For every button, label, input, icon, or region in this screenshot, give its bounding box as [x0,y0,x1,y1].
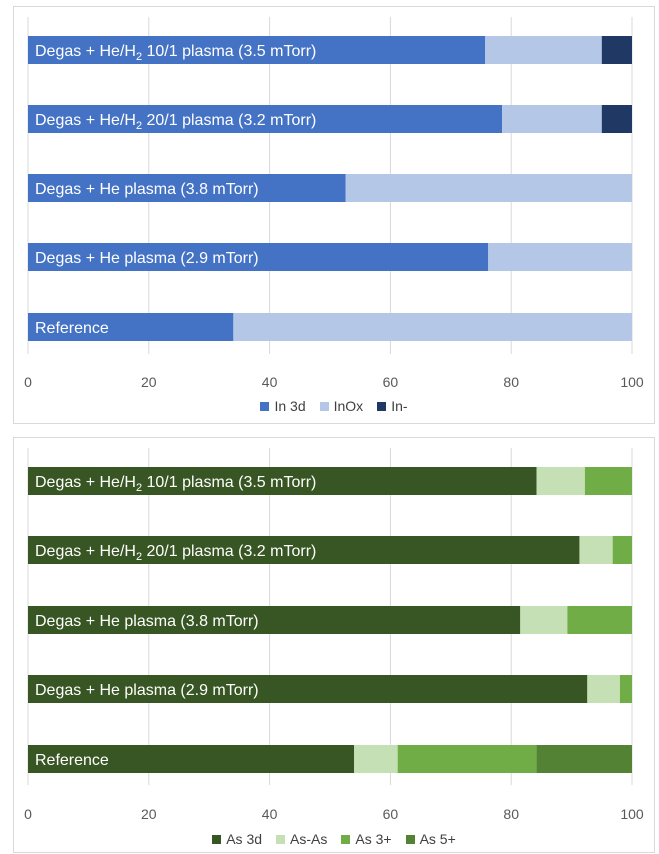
category-label-text: Reference [35,752,109,769]
category-label-subscript: 2 [136,51,142,63]
bar-segment [488,243,632,271]
x-tick-label: 100 [620,374,644,390]
bar-segment [28,606,521,634]
bar-segment [619,675,632,703]
x-tick-label: 0 [24,374,32,390]
legend-label: As-As [290,831,328,847]
legend-item: In- [377,398,408,414]
x-tick-label: 20 [141,806,157,822]
bar-segment [485,36,602,64]
category-label-text: Degas + He plasma (2.9 mTorr) [35,250,259,267]
category-label: Degas + He plasma (2.9 mTorr) [35,250,259,267]
x-tick-label: 0 [24,806,32,822]
category-label: Degas + He plasma (3.8 mTorr) [35,613,259,630]
category-label-text: 10/1 plasma (3.5 mTorr) [142,474,316,491]
as-3d-chart-panel: 0 20 40 60 80 100 Degas + He/H2 10/1 plasma (3… [13,437,655,853]
category-label-text: 10/1 plasma (3.5 mTorr) [142,43,316,60]
bar-segment [28,675,588,703]
x-tick-label: 60 [383,806,399,822]
category-label-text: Degas + He/H [35,474,136,491]
in-3d-chart-panel: 0 20 40 60 80 100 Degas + He/H2 10/1 plasma (3… [13,6,655,424]
x-tick-label: 20 [141,374,157,390]
legend-swatch [276,834,286,844]
category-label: Degas + He/H2 20/1 plasma (3.2 mTorr) [35,543,316,563]
legend-label: InOx [333,398,364,414]
legend-label: As 5+ [419,831,456,847]
bar-segment [28,243,489,271]
legend-item: As 3d [212,831,262,847]
legend-swatch [341,834,351,844]
in-3d-legend: In 3d InOx In- [14,398,654,414]
bar-segment [28,745,355,773]
bar-segment [345,174,632,202]
bar-segment [584,467,632,495]
category-label-text: Degas + He/H [35,112,136,129]
bar-segment [601,105,632,133]
bar-segment [28,105,503,133]
bar-segment [28,313,234,341]
legend-item: As 3+ [341,831,392,847]
category-label-text: Degas + He plasma (2.9 mTorr) [35,682,259,699]
legend-swatch [377,401,387,411]
bar-segment [567,606,632,634]
legend-label: In 3d [274,398,306,414]
x-tick-label: 60 [383,374,399,390]
category-label: Degas + He plasma (2.9 mTorr) [35,682,259,699]
bar-segment [536,467,585,495]
bar-segment [587,675,620,703]
bar-segment [536,745,632,773]
category-label-text: Degas + He plasma (3.8 mTorr) [35,181,259,198]
bar-segment [28,174,346,202]
bar-segment [601,36,632,64]
category-label-subscript: 2 [136,482,142,494]
legend-item: As 5+ [405,831,456,847]
x-tick-label: 80 [503,806,519,822]
legend-swatch [319,401,329,411]
category-label-text: Degas + He/H [35,43,136,60]
bar-segment [579,536,613,564]
bar-segment [520,606,568,634]
bar-segment [28,536,580,564]
bar-segment [233,313,633,341]
x-tick-label: 40 [262,806,278,822]
category-label-text: Degas + He plasma (3.8 mTorr) [35,613,259,630]
legend-swatch [212,834,222,844]
category-label-text: 20/1 plasma (3.2 mTorr) [142,543,316,560]
legend-label: As 3d [226,831,263,847]
category-label-text: Reference [35,320,109,337]
legend-item: In 3d [260,398,306,414]
category-label-subscript: 2 [136,551,142,563]
category-label: Reference [35,752,109,769]
category-label-text: 20/1 plasma (3.2 mTorr) [142,112,316,129]
bar-segment [397,745,537,773]
category-label: Reference [35,320,109,337]
legend-item: As-As [276,831,327,847]
bar-segment [354,745,398,773]
legend-swatch [260,401,270,411]
category-label: Degas + He/H2 10/1 plasma (3.5 mTorr) [35,43,316,63]
x-tick-label: 100 [620,806,644,822]
x-tick-label: 80 [503,374,519,390]
x-tick-label: 40 [262,374,278,390]
legend-label: In- [391,398,408,414]
bar-segment [502,105,602,133]
bar-segment [28,36,486,64]
legend-item: InOx [319,398,364,414]
category-label-text: Degas + He/H [35,543,136,560]
bar-segment [612,536,632,564]
as-3d-legend: As 3d As-As As 3+ As 5+ [14,831,654,847]
category-label: Degas + He plasma (3.8 mTorr) [35,181,259,198]
category-label-subscript: 2 [136,120,142,132]
legend-swatch [405,834,415,844]
category-label: Degas + He/H2 20/1 plasma (3.2 mTorr) [35,112,316,132]
bar-segment [28,467,537,495]
legend-label: As 3+ [355,831,392,847]
category-label: Degas + He/H2 10/1 plasma (3.5 mTorr) [35,474,316,494]
